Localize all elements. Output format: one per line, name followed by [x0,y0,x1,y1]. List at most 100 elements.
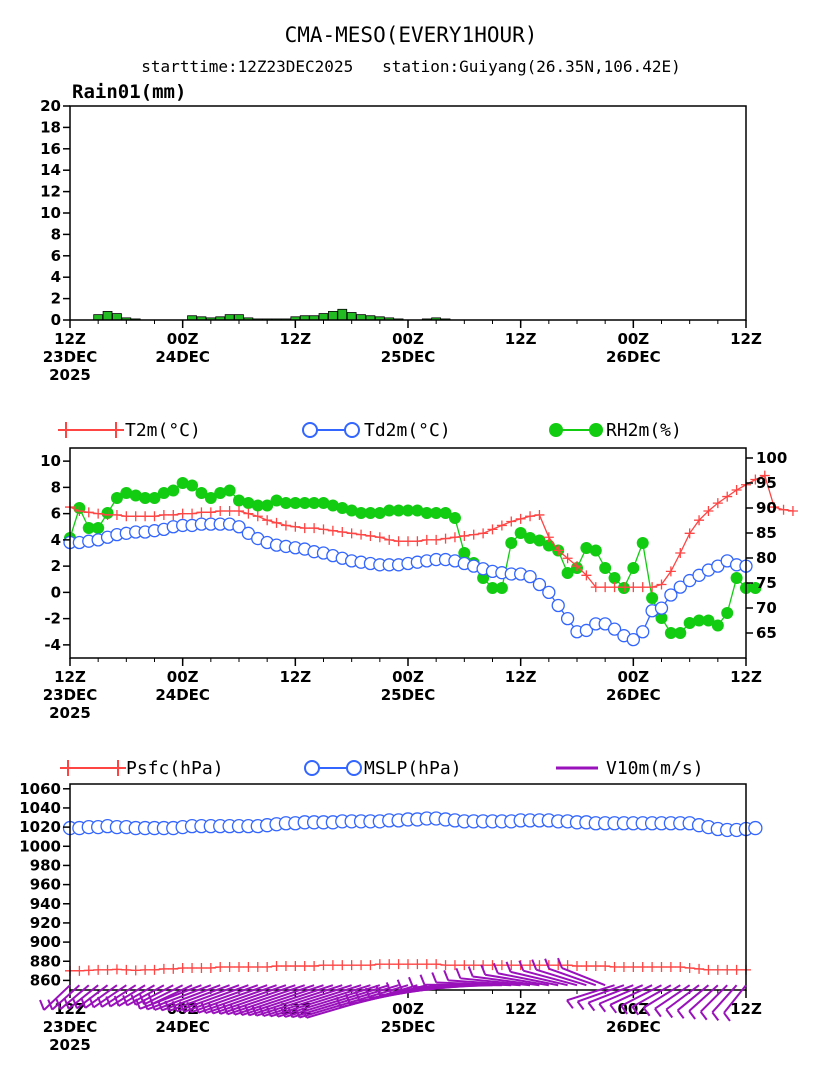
wind-barb-shaft [277,984,381,1018]
psfc-point [449,960,460,971]
y-tick-label: 10 [40,452,61,470]
t2m-point [506,516,517,527]
wind-barb-shaft [588,984,634,1004]
psfc-point [581,961,592,972]
y-tick-label: 880 [30,952,61,970]
x-tick-label: 12Z [730,330,762,348]
rh2m-point [430,507,443,519]
x-tick-label: 00Z [392,1000,424,1018]
t2m-legend-marker-left [58,422,74,438]
wind-barb-flag [39,999,45,1011]
rh2m-point [589,544,602,557]
wind-barb-flag [80,997,87,1009]
rh2m-point [308,497,321,509]
humidity-y-axis: 65 70 75 80 85 90 95 100 [746,449,787,642]
wind-barb-shaft [643,984,681,1009]
wind-barb-shaft [436,981,512,987]
psfc-point [327,960,338,971]
t2m-point [168,509,179,520]
rh2m-legend-marker-left [549,423,563,437]
rh2m-point [242,497,255,509]
x-tick-label: 12Z [505,1000,537,1018]
rain-bar [234,314,244,321]
y-tick-label: 18 [40,118,61,136]
rh2m-point [458,547,471,559]
wind-barb-flag [364,987,371,999]
td2m-point [607,622,622,636]
psfc-point [356,960,367,971]
psfc-legend-marker-left [60,760,76,776]
t2m-point [83,507,94,518]
rh2m-point [486,582,499,594]
t2m-point [149,511,160,522]
y-tick-label: 85 [756,524,777,542]
wind-barb-flag [385,982,392,993]
td2m-point [626,632,640,647]
rh2m-point [495,582,508,594]
psfc-point [722,964,733,975]
t2m-point [215,506,226,516]
wind-barb-shaft [598,984,644,1005]
rh2m-legend-marker-right [589,423,603,437]
t2m-point [74,506,85,516]
rain-bar [337,308,348,321]
rh2m-point [120,487,133,499]
t2m-point [384,534,395,545]
td2m-point [523,569,537,584]
wind-barbs [39,957,747,1022]
rh2m-point [533,534,546,547]
y-tick-label: 70 [756,599,777,617]
wind-barb-flag [455,967,462,979]
y-tick-label: 980 [30,856,61,874]
t2m-point [665,566,676,577]
wind-barb-shaft [472,975,540,987]
x-tick-label: 24DEC [155,686,210,704]
wind-barb-shaft [126,984,165,1007]
t2m-point [158,509,169,520]
y-tick-label: 6 [51,505,61,523]
temperature-plot-frame [69,447,747,659]
x-tick-label: 12Z [279,330,311,348]
rh2m-point [420,507,433,519]
psfc-point [83,965,94,976]
wind-barb-flag [518,960,525,972]
x-tick-label: 26DEC [606,348,661,366]
wind-barb-flag [142,999,149,1010]
wind-barb-flag [492,962,499,974]
t2m-point [262,515,273,526]
temperature-series [63,470,798,647]
t2m-point [111,509,122,520]
rh2m-point [326,499,339,512]
wind-barb-shaft [609,984,653,1006]
t2m-point [196,507,207,518]
t2m-point [121,511,132,522]
psfc-point [158,963,169,974]
rain-bar [328,311,338,321]
t2m-point [271,517,282,528]
x-tick-label: 23DEC [43,1018,98,1036]
td2m-point [579,623,594,638]
wind-barb-flag [63,998,70,1010]
x-tick-label: 26DEC [606,1018,661,1036]
temperature-y-axis: -4 -2 0 2 4 6 8 10 [40,452,70,654]
x-tick-label: 2025 [49,366,91,384]
x-tick-label: 00Z [167,668,199,686]
rh2m-point [524,532,537,544]
psfc-point [487,960,498,971]
mslp-point [748,820,763,836]
y-tick-label: 75 [756,574,777,592]
t2m-point [703,506,714,516]
wind-barb-flag [576,1000,585,1011]
t2m-legend-marker-right [108,422,124,438]
page-subtitle: starttime:12Z23DEC2025 station:Guiyang(2… [141,57,680,76]
y-tick-label: 12 [40,183,61,201]
t2m-point [252,511,263,522]
psfc-point [440,960,451,971]
wind-barb-flag [587,1002,596,1012]
wind-barb-flag [258,1005,265,1017]
td2m-point [664,588,678,602]
y-tick-label: 14 [40,161,61,179]
t2m-point [337,527,348,537]
wind-barb-shaft [43,984,71,1011]
